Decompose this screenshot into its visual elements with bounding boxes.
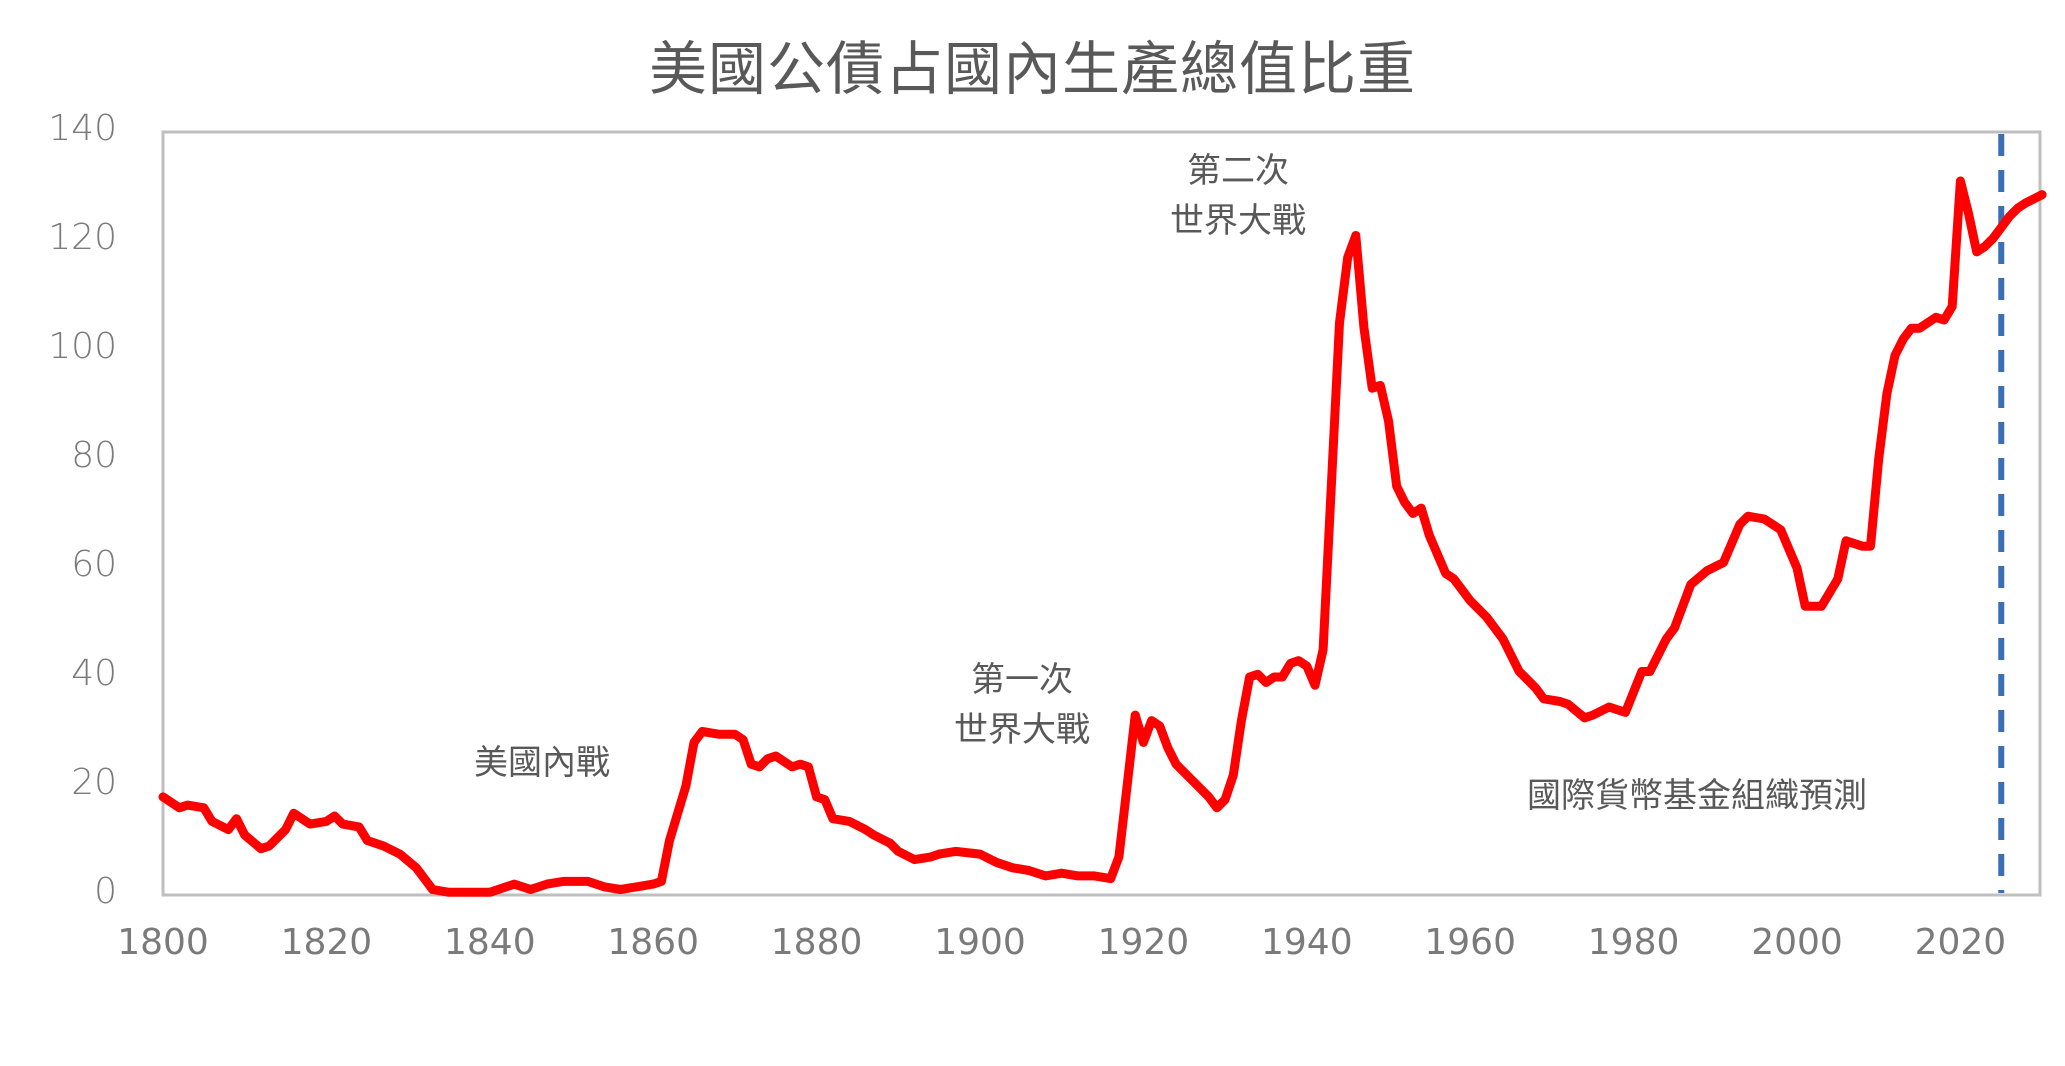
annotation-ww1-line2: 世界大戰 bbox=[954, 710, 1090, 750]
annotation-ww2-line2: 世界大戰 bbox=[1170, 201, 1306, 241]
x-tick-label: 1900 bbox=[934, 922, 1026, 963]
y-tick-label: 140 bbox=[48, 108, 117, 149]
annotation-imf-forecast: 國際貨幣基金組織預測 bbox=[1527, 771, 1867, 821]
x-tick-label: 2000 bbox=[1751, 922, 1843, 963]
debt-to-gdp-line bbox=[158, 176, 2047, 897]
x-tick-label: 1860 bbox=[607, 922, 699, 963]
y-tick-label: 100 bbox=[48, 326, 117, 367]
y-tick-label: 60 bbox=[71, 544, 117, 585]
plot-frame bbox=[161, 130, 2042, 897]
annotation-ww1: 第一次 世界大戰 bbox=[922, 655, 1122, 755]
x-tick-label: 1960 bbox=[1424, 922, 1516, 963]
x-tick-label: 1800 bbox=[117, 922, 209, 963]
y-tick-label: 0 bbox=[94, 871, 117, 912]
annotation-imf-forecast-text: 國際貨幣基金組織預測 bbox=[1527, 776, 1867, 816]
y-tick-label: 20 bbox=[71, 762, 117, 803]
x-tick-label: 1920 bbox=[1097, 922, 1190, 963]
y-tick-label: 40 bbox=[71, 653, 117, 694]
chart-title: 美國公債占國內生產總值比重 bbox=[648, 35, 1416, 103]
y-tick-label: 80 bbox=[71, 435, 117, 476]
x-tick-label: 1940 bbox=[1260, 922, 1353, 963]
annotation-civil-war-text: 美國內戰 bbox=[474, 743, 610, 783]
annotation-ww2-line1: 第二次 bbox=[1187, 151, 1289, 191]
annotation-ww1-line1: 第一次 bbox=[971, 660, 1073, 700]
x-tick-label: 1820 bbox=[280, 922, 373, 963]
annotation-ww2: 第二次 世界大戰 bbox=[1138, 146, 1338, 246]
x-tick-label: 2020 bbox=[1914, 922, 2007, 963]
x-tick-label: 1880 bbox=[770, 922, 863, 963]
annotation-civil-war: 美國內戰 bbox=[474, 738, 610, 788]
x-tick-label: 1980 bbox=[1587, 922, 1680, 963]
x-tick-label: 1840 bbox=[443, 922, 536, 963]
y-tick-label: 120 bbox=[48, 217, 117, 258]
